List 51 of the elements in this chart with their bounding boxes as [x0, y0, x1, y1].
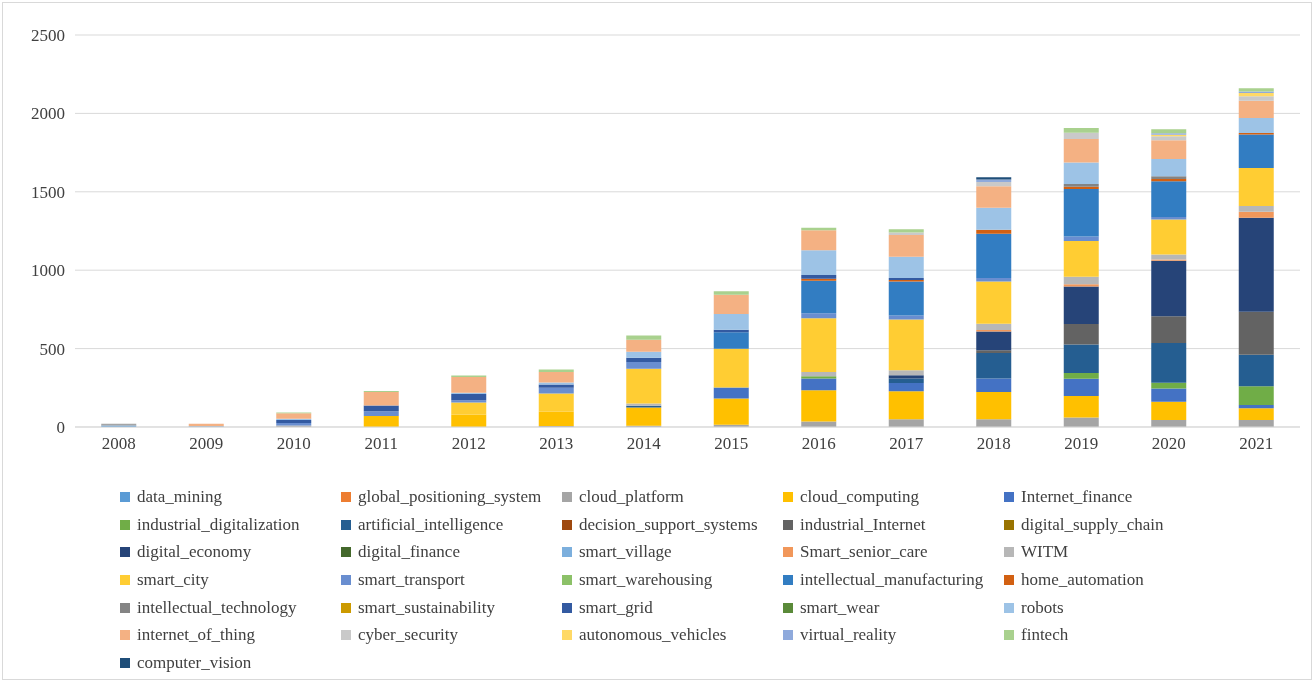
legend-label: Internet_finance [1021, 486, 1133, 507]
legend-label: digital_finance [358, 542, 460, 563]
legend-label: cloud_platform [579, 486, 684, 507]
x-tick-label: 2017 [889, 434, 924, 454]
legend-label: Smart_senior_care [800, 542, 928, 563]
legend-label: digital_supply_chain [1021, 514, 1164, 535]
legend-label: computer_vision [137, 652, 252, 673]
y-tick-label: 2500 [31, 26, 65, 46]
legend-label: smart_wear [800, 597, 880, 618]
y-tick-label: 2000 [31, 104, 65, 124]
legend-label: intellectual_manufacturing [800, 569, 984, 590]
x-tick-label: 2020 [1151, 434, 1186, 454]
x-tick-label: 2016 [801, 434, 836, 454]
legend-label: WITM [1021, 542, 1069, 563]
legend-label: global_positioning_system [358, 486, 542, 507]
legend-label: industrial_Internet [800, 514, 926, 535]
legend-label: smart_grid [579, 597, 653, 618]
legend-label: virtual_reality [800, 625, 897, 646]
legend-label: digital_economy [137, 542, 252, 563]
legend-label: smart_village [579, 542, 672, 563]
legend-label: smart_city [137, 569, 209, 590]
legend-label: robots [1021, 597, 1064, 618]
legend-label: artificial_intelligence [358, 514, 504, 535]
y-tick-label: 500 [39, 339, 65, 359]
x-tick-label: 2009 [189, 434, 224, 454]
legend-label: home_automation [1021, 569, 1144, 590]
x-tick-label: 2019 [1064, 434, 1099, 454]
legend-label: cyber_security [358, 625, 459, 646]
legend-label: cloud_computing [800, 486, 919, 507]
x-tick-label: 2015 [714, 434, 749, 454]
y-tick-label: 0 [56, 418, 65, 438]
x-tick-label: 2018 [976, 434, 1011, 454]
legend-label: autonomous_vehicles [579, 625, 727, 646]
x-tick-label: 2010 [276, 434, 311, 454]
legend-label: decision_support_systems [579, 514, 758, 535]
legend-label: data_mining [137, 486, 222, 507]
y-tick-label: 1500 [31, 182, 65, 202]
x-tick-label: 2021 [1239, 434, 1274, 454]
legend-label: intellectual_technology [137, 597, 297, 618]
x-tick-label: 2008 [101, 434, 136, 454]
legend-label: industrial_digitalization [137, 514, 300, 535]
legend-label: internet_of_thing [137, 625, 256, 646]
y-tick-label: 1000 [31, 261, 65, 281]
legend-label: smart_transport [358, 569, 465, 590]
legend-label: fintech [1021, 625, 1069, 646]
x-tick-label: 2012 [451, 434, 486, 454]
x-tick-label: 2011 [364, 434, 398, 454]
x-tick-label: 2013 [539, 434, 574, 454]
x-tick-label: 2014 [626, 434, 662, 454]
legend-label: smart_sustainability [358, 597, 495, 618]
legend-label: smart_warehousing [579, 569, 713, 590]
